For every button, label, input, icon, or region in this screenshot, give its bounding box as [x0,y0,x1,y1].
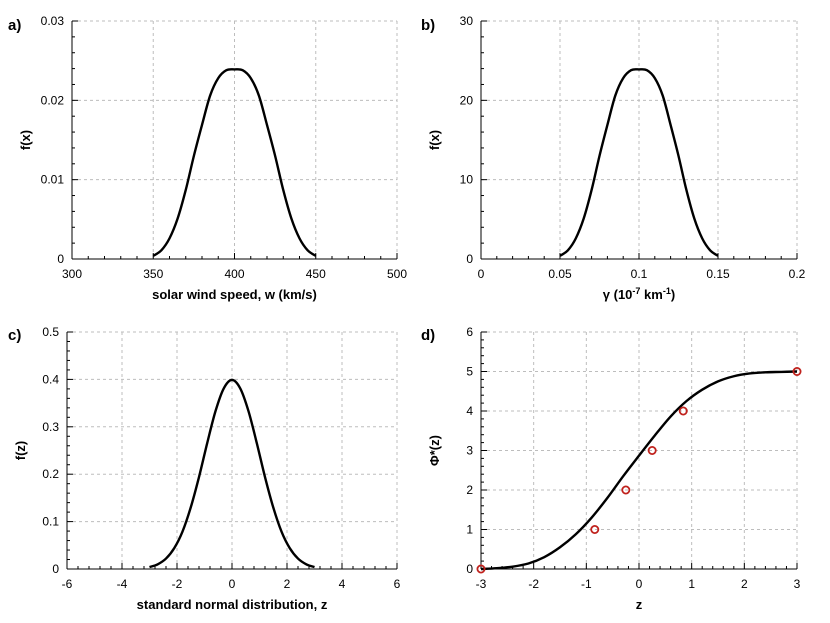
y-tick-label: 0.5 [42,325,59,339]
x-tick-label: 0 [229,577,236,591]
y-axis-label: f(x) [427,130,442,150]
x-tick-label: 350 [143,267,163,281]
y-tick-label: 20 [460,93,474,107]
x-tick-label: 0 [636,577,643,591]
x-tick-label: -6 [62,577,73,591]
data-point-marker [647,445,657,455]
chart-panel-a: 300 350 400 450 500 0 0.01 0.02 0.03 a) solar wind… [8,14,407,302]
y-tick-label: 4 [466,404,473,418]
x-tick-label: 300 [62,267,82,281]
y-tick-label: 5 [466,365,473,379]
y-axis-label: f(x) [18,130,33,150]
y-tick-label: 0.2 [42,467,59,481]
panel-label: d) [421,327,435,344]
panel-label: c) [8,327,21,344]
panel-label: b) [421,17,435,34]
chart-panel-d: -3 -2 -1 0 1 2 3 0 1 2 3 4 5 6 d) z Φ*(z) [421,325,802,612]
x-tick-label: 0.1 [631,267,648,281]
y-tick-label: 0.1 [42,515,59,529]
x-tick-label: 450 [306,267,326,281]
y-axis-label: f(z) [13,441,28,461]
y-tick-label: 2 [466,483,473,497]
x-tick-label: -4 [117,577,128,591]
x-tick-label: 0 [478,267,485,281]
chart-panel-b: 0 0.05 0.1 0.15 0.2 0 10 20 30 b) γ (10-7 km-1) f(x… [421,14,806,302]
data-point-marker [476,564,486,574]
y-tick-label: 30 [460,14,474,28]
y-tick-label: 0 [57,252,64,266]
y-tick-label: 0.4 [42,372,59,386]
data-point-marker [621,485,631,495]
y-tick-label: 0 [466,562,473,576]
data-point-marker [590,525,600,535]
y-tick-label: 0.01 [41,173,65,187]
x-tick-label: -2 [528,577,539,591]
data-point-marker [792,366,802,376]
y-tick-label: 1 [466,523,473,537]
y-tick-label: 0 [466,252,473,266]
panel-label: a) [8,17,21,34]
x-tick-label: -3 [476,577,487,591]
chart-panel-c: -6 -4 -2 0 2 4 6 0 0.1 0.2 0.3 0.4 0.5 c) standard nor… [8,325,401,612]
x-tick-label: -1 [581,577,592,591]
x-tick-label: -2 [172,577,183,591]
series-line-pdf [559,68,719,257]
x-tick-label: 500 [387,267,407,281]
x-tick-label: 0.15 [706,267,730,281]
y-tick-label: 0.03 [41,14,65,28]
x-tick-label: 6 [394,577,401,591]
x-axis-label: standard normal distribution, z [137,597,328,612]
x-tick-label: 1 [688,577,695,591]
x-axis-label: z [636,597,643,612]
x-axis-label: solar wind speed, w (km/s) [152,287,317,302]
y-tick-label: 6 [466,325,473,339]
series-line-pdf [149,378,315,569]
y-tick-label: 3 [466,444,473,458]
y-tick-label: 10 [460,173,474,187]
x-tick-label: 400 [224,267,244,281]
x-axis-label: γ (10-7 km-1) [603,286,675,302]
data-point-marker [678,406,688,416]
y-axis-label: Φ*(z) [427,435,442,466]
series-line-pdf [152,68,317,257]
x-tick-label: 3 [794,577,801,591]
x-tick-label: 2 [741,577,748,591]
y-tick-label: 0 [52,562,59,576]
x-tick-label: 2 [284,577,291,591]
x-tick-label: 0.2 [789,267,806,281]
x-tick-label: 0.05 [548,267,572,281]
series-line-cdf [480,370,798,571]
y-tick-label: 0.02 [41,93,65,107]
x-tick-label: 4 [339,577,346,591]
y-tick-label: 0.3 [42,420,59,434]
